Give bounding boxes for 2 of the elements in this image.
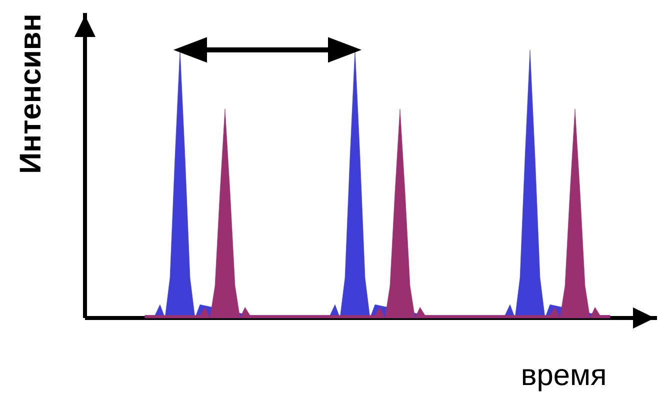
y-axis-title: Интенсивн [20,16,41,172]
x-axis-title: время [522,368,605,392]
